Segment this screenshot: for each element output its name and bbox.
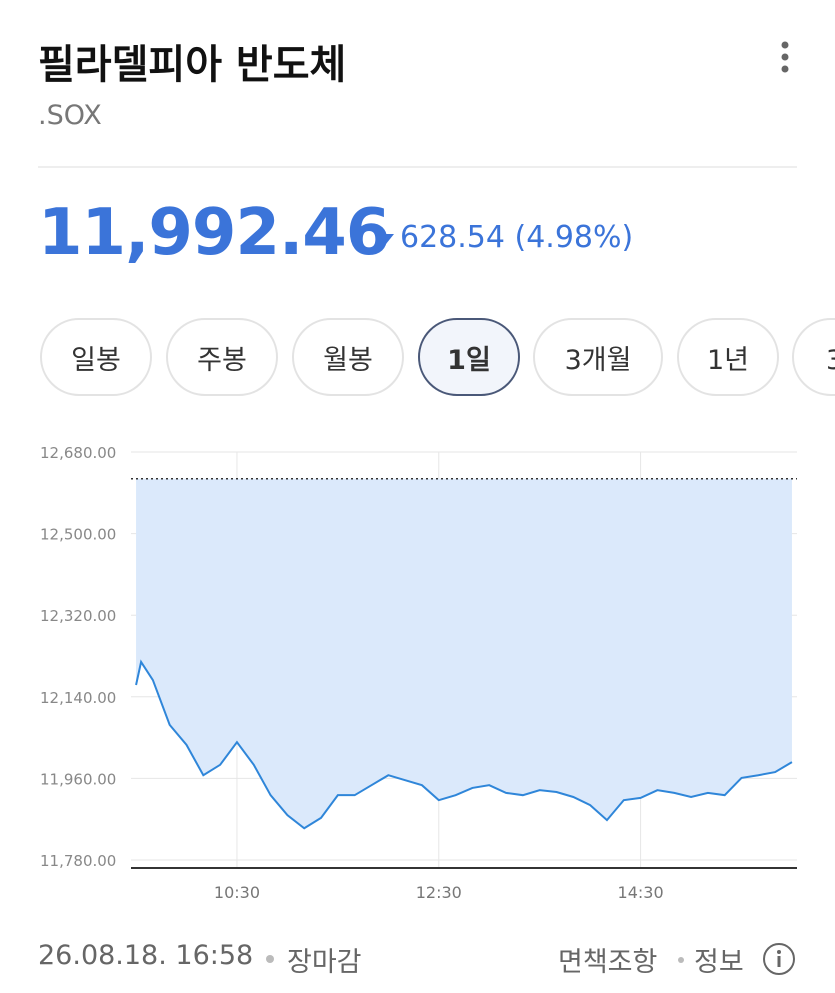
period-tab[interactable]: 월봉 [292, 318, 404, 396]
x-tick-label: 14:30 [618, 883, 664, 902]
period-tab[interactable]: 3개월 [533, 318, 663, 396]
separator [38, 166, 797, 168]
y-tick-label: 11,780.00 [40, 852, 116, 870]
price-line [135, 659, 793, 830]
y-tick-label: 12,320.00 [40, 607, 116, 625]
y-tick-label: 12,140.00 [40, 689, 116, 707]
y-tick-label: 11,960.00 [40, 770, 116, 788]
info-icon[interactable] [762, 942, 796, 976]
period-tab[interactable]: 1년 [677, 318, 779, 396]
price: 11,992.46 [38, 196, 390, 270]
info-link[interactable]: 정보 [694, 947, 744, 978]
down-arrow [378, 234, 394, 244]
y-tick-label: 12,500.00 [40, 526, 116, 544]
area [136, 478, 792, 829]
period-tab[interactable]: 일봉 [40, 318, 152, 396]
dot [266, 955, 274, 963]
more-menu[interactable] [772, 40, 798, 76]
price-change: 628.54 (4.98%) [400, 220, 634, 255]
datetime: 26.08.18. 16:58 [38, 940, 254, 971]
x-tick-label: 10:30 [214, 883, 260, 902]
y-tick-label: 12,680.00 [40, 444, 116, 462]
market-status: 장마감 [287, 947, 362, 978]
period-tab[interactable]: 1일 [418, 318, 520, 396]
page-title: 필라델피아 반도체 [38, 42, 347, 88]
symbol: .SOX [38, 100, 102, 131]
dot [678, 957, 684, 963]
disclaimer-link[interactable]: 면책조항 [558, 947, 658, 978]
period-tabs: 일봉주봉월봉1일3개월1년3년 [0, 318, 835, 402]
x-tick-label: 12:30 [416, 883, 462, 902]
period-tab[interactable]: 주봉 [166, 318, 278, 396]
